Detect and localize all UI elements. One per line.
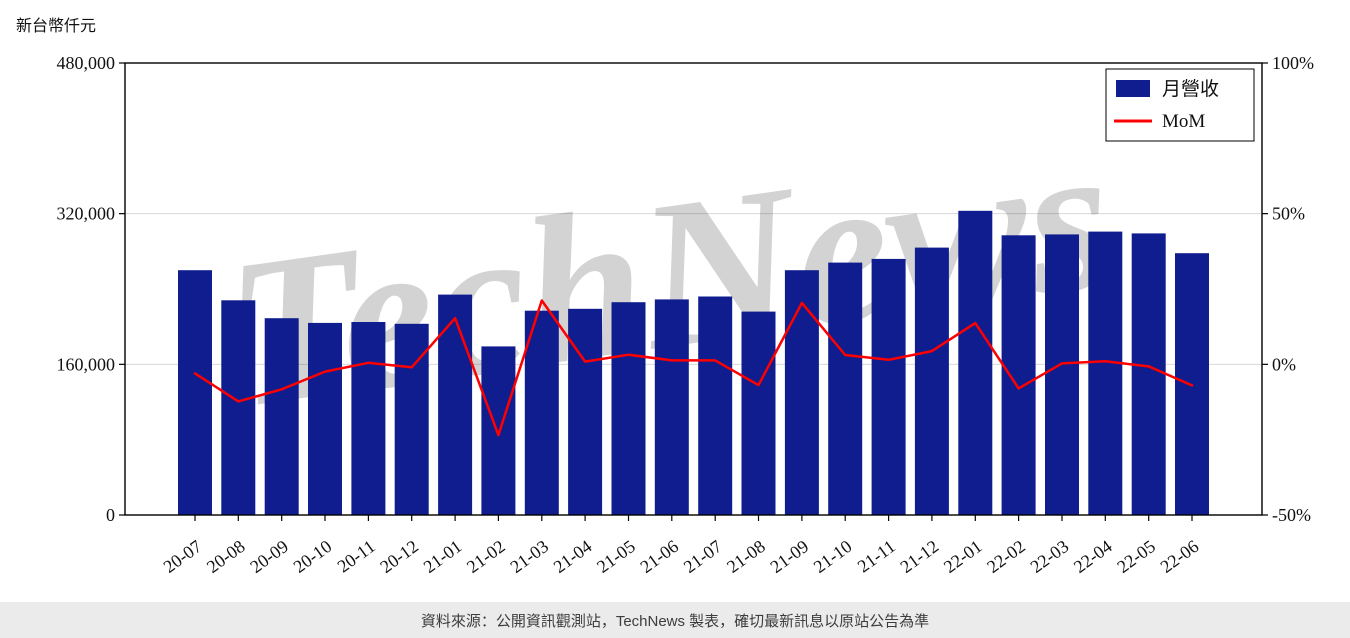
x-tick-label: 21-02 xyxy=(463,536,509,577)
bar-21-01 xyxy=(438,294,473,515)
bar-21-08 xyxy=(741,311,776,515)
bar-21-12 xyxy=(914,247,949,515)
x-tick-label: 22-01 xyxy=(940,536,986,577)
left-tick-label: 0 xyxy=(106,505,115,525)
x-tick-label: 21-07 xyxy=(680,536,726,577)
bar-21-06 xyxy=(654,299,689,515)
x-tick-label: 20-08 xyxy=(203,536,249,577)
bar-22-04 xyxy=(1088,231,1123,515)
x-tick-label: 21-12 xyxy=(897,536,943,577)
right-tick-label: 100% xyxy=(1272,53,1314,73)
legend-line-label: MoM xyxy=(1162,111,1205,132)
revenue-mom-chart: TechNews0160,000320,000480,000-50%0%50%1… xyxy=(57,53,1315,577)
x-tick-label: 20-07 xyxy=(160,536,206,577)
x-tick-label: 22-04 xyxy=(1070,536,1116,577)
bar-21-11 xyxy=(871,258,906,515)
x-tick-label: 21-06 xyxy=(636,536,682,577)
plot-border xyxy=(124,62,1263,516)
legend-bar-swatch xyxy=(1116,80,1150,97)
bar-21-10 xyxy=(828,262,863,515)
source-footer-text: 資料來源：公開資訊觀測站，TechNews 製表，確切最新訊息以原站公告為準 xyxy=(420,612,930,630)
x-tick-label: 22-05 xyxy=(1113,536,1159,577)
x-tick-label: 22-02 xyxy=(983,536,1029,577)
legend-bar-label: 月營收 xyxy=(1162,78,1219,100)
bar-21-03 xyxy=(524,310,559,515)
x-tick-label: 21-09 xyxy=(767,536,813,577)
bar-20-09 xyxy=(264,318,299,515)
x-tick-label: 21-01 xyxy=(420,536,466,577)
x-tick-label: 20-12 xyxy=(376,536,422,577)
x-tick-label: 20-11 xyxy=(334,536,379,576)
bar-22-01 xyxy=(958,210,993,516)
left-axis-unit-title: 新台幣仟元 xyxy=(16,18,97,35)
bar-21-02 xyxy=(481,346,516,515)
x-tick-label: 21-03 xyxy=(506,536,552,577)
x-tick-label: 21-08 xyxy=(723,536,769,577)
x-tick-label: 20-09 xyxy=(246,536,292,577)
x-tick-label: 21-11 xyxy=(854,536,899,576)
bar-21-05 xyxy=(611,302,646,515)
chart-area: TechNews 0 160,000 320,000 480,000 -50% 0% 50% 1… xyxy=(57,53,1315,577)
bar-20-08 xyxy=(221,300,256,515)
bar-21-07 xyxy=(698,296,733,515)
x-tick-label: 21-10 xyxy=(810,536,856,577)
right-tick-label: -50% xyxy=(1272,505,1311,525)
bar-22-02 xyxy=(1001,235,1036,516)
left-tick-label: 320,000 xyxy=(57,204,116,224)
bar-20-11 xyxy=(351,322,386,515)
bar-21-04 xyxy=(568,308,603,515)
mom-line xyxy=(193,299,1194,437)
left-tick-label: 480,000 xyxy=(57,53,116,73)
bar-22-03 xyxy=(1045,234,1079,515)
source-footer-bar: 資料來源：公開資訊觀測站，TechNews 製表，確切最新訊息以原站公告為準 xyxy=(0,602,1350,638)
bar-22-05 xyxy=(1131,233,1166,515)
x-tick-label: 20-10 xyxy=(290,536,336,577)
x-tick-label: 22-06 xyxy=(1157,536,1203,577)
bar-21-09 xyxy=(784,270,819,515)
right-tick-label: 50% xyxy=(1272,204,1305,224)
left-tick-label: 160,000 xyxy=(57,354,116,374)
bar-20-07 xyxy=(178,270,212,515)
bar-20-10 xyxy=(308,322,342,515)
x-tick-label: 21-05 xyxy=(593,536,639,577)
x-tick-label: 21-04 xyxy=(550,536,596,577)
right-tick-label: 0% xyxy=(1272,354,1296,374)
x-tick-label: 22-03 xyxy=(1027,536,1073,577)
